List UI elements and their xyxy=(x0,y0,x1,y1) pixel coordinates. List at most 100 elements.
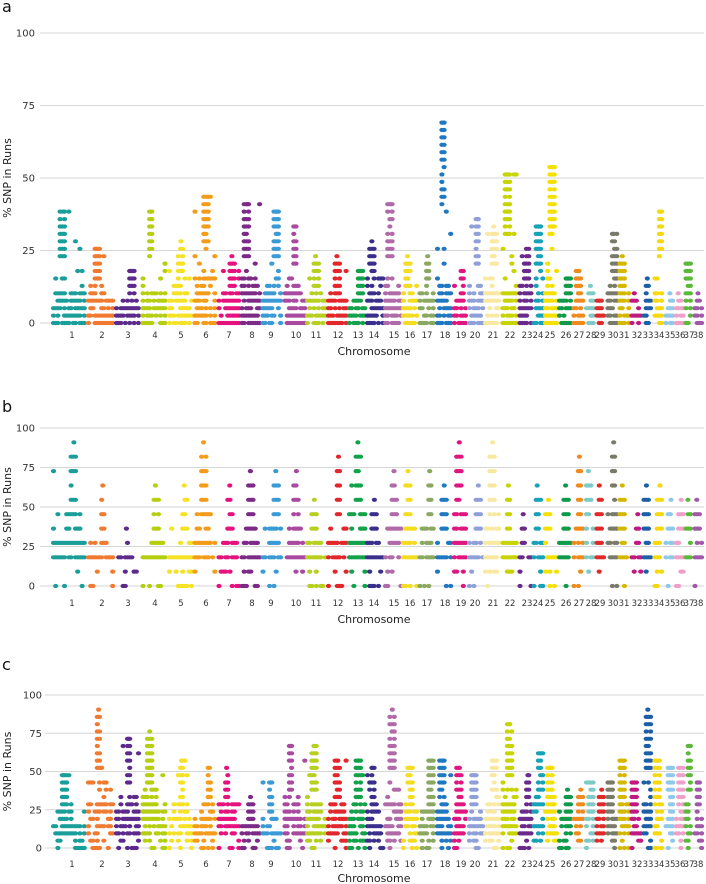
snp-dot xyxy=(477,540,484,546)
snp-dot xyxy=(678,838,684,843)
snp-dot xyxy=(149,736,155,741)
snp-dot xyxy=(346,838,353,843)
snp-dot xyxy=(670,809,676,814)
snp-dot xyxy=(64,298,70,303)
snp-dot xyxy=(318,291,324,296)
snp-dot xyxy=(545,773,551,778)
snp-dot xyxy=(633,787,640,792)
x-tick-label: 23 xyxy=(522,331,533,341)
snp-dot xyxy=(149,794,155,800)
snp-dot xyxy=(311,306,317,311)
x-tick-label: 27 xyxy=(574,860,585,870)
peak-dot xyxy=(474,217,480,222)
snp-dot xyxy=(362,569,368,574)
snp-dot xyxy=(687,787,694,792)
snp-dot xyxy=(551,794,557,800)
snp-dot xyxy=(696,526,703,531)
peak-dot xyxy=(440,120,446,125)
snp-dot xyxy=(177,540,184,546)
snp-dot xyxy=(687,831,694,836)
snp-dot xyxy=(194,320,200,326)
snp-dot xyxy=(225,780,231,785)
snp-dot xyxy=(158,276,164,281)
snp-dot xyxy=(309,583,315,589)
y-tick-label: 100 xyxy=(16,424,35,435)
snp-dot xyxy=(487,802,493,807)
snp-dot xyxy=(551,217,557,222)
snp-dot xyxy=(373,313,379,318)
snp-dot xyxy=(194,824,200,829)
y-tick-label: 50 xyxy=(22,174,35,185)
snp-dot xyxy=(304,824,311,829)
peak-dot xyxy=(534,483,540,488)
dots xyxy=(50,440,705,589)
snp-dot xyxy=(336,276,343,281)
snp-dot xyxy=(430,320,436,326)
snp-dot xyxy=(636,540,642,546)
x-tick-label: 2 xyxy=(99,860,104,870)
snp-dot xyxy=(120,831,126,836)
snp-dot xyxy=(264,313,270,318)
snp-dot xyxy=(531,583,537,589)
snp-dot xyxy=(241,283,247,288)
snp-dot xyxy=(612,845,618,851)
x-tick-label: 10 xyxy=(291,599,302,609)
peak-dot xyxy=(687,743,693,749)
snp-dot xyxy=(612,824,618,829)
snp-dot xyxy=(588,497,594,502)
snp-dot xyxy=(462,320,469,326)
snp-dot xyxy=(659,809,665,814)
snp-dot xyxy=(670,540,676,546)
snp-dot xyxy=(471,298,477,303)
snp-dot xyxy=(271,838,277,843)
snp-dot xyxy=(426,268,432,274)
snp-dot xyxy=(487,569,493,574)
snp-dot xyxy=(293,246,299,251)
peak-dot xyxy=(585,469,592,474)
snp-dot xyxy=(692,583,698,589)
peak-dot xyxy=(459,268,465,274)
snp-dot xyxy=(371,268,377,274)
snp-dot xyxy=(336,283,343,288)
snp-dot xyxy=(547,512,553,517)
snp-dot xyxy=(424,291,430,296)
snp-dot xyxy=(375,320,382,326)
snp-dot xyxy=(362,831,368,836)
snp-dot xyxy=(567,831,574,836)
snp-dot xyxy=(212,298,218,303)
peak-dot xyxy=(94,246,100,251)
snp-dot xyxy=(424,320,430,326)
peak-dot xyxy=(523,246,530,251)
snp-dot xyxy=(659,320,665,326)
snp-dot xyxy=(129,298,135,303)
snp-dot xyxy=(334,773,340,778)
x-tick-label: 38 xyxy=(693,860,704,870)
x-tick-label: 28 xyxy=(586,331,597,341)
y-tick-label: 0 xyxy=(29,319,35,330)
snp-dot xyxy=(489,283,495,288)
snp-dot xyxy=(614,254,620,259)
snp-dot xyxy=(458,794,464,800)
snp-dot xyxy=(526,780,532,785)
snp-dot xyxy=(502,276,508,281)
peak-dot xyxy=(588,780,594,785)
snp-dot xyxy=(551,179,557,184)
snp-dot xyxy=(220,802,226,807)
snp-dot xyxy=(180,254,186,259)
snp-dot xyxy=(313,569,319,574)
snp-dot xyxy=(504,306,510,311)
snp-dot xyxy=(445,283,452,288)
snp-dot xyxy=(275,246,281,251)
snp-dot xyxy=(601,831,607,836)
snp-dot xyxy=(475,261,481,266)
snp-dot xyxy=(201,838,207,843)
snp-dot xyxy=(64,780,70,785)
snp-dot xyxy=(601,313,607,318)
snp-dot xyxy=(325,824,332,829)
snp-dot xyxy=(601,802,607,807)
snp-dot xyxy=(509,254,515,259)
snp-dot xyxy=(243,583,249,589)
snp-dot xyxy=(182,276,188,281)
snp-dot xyxy=(246,254,252,259)
snp-dot xyxy=(212,831,218,836)
